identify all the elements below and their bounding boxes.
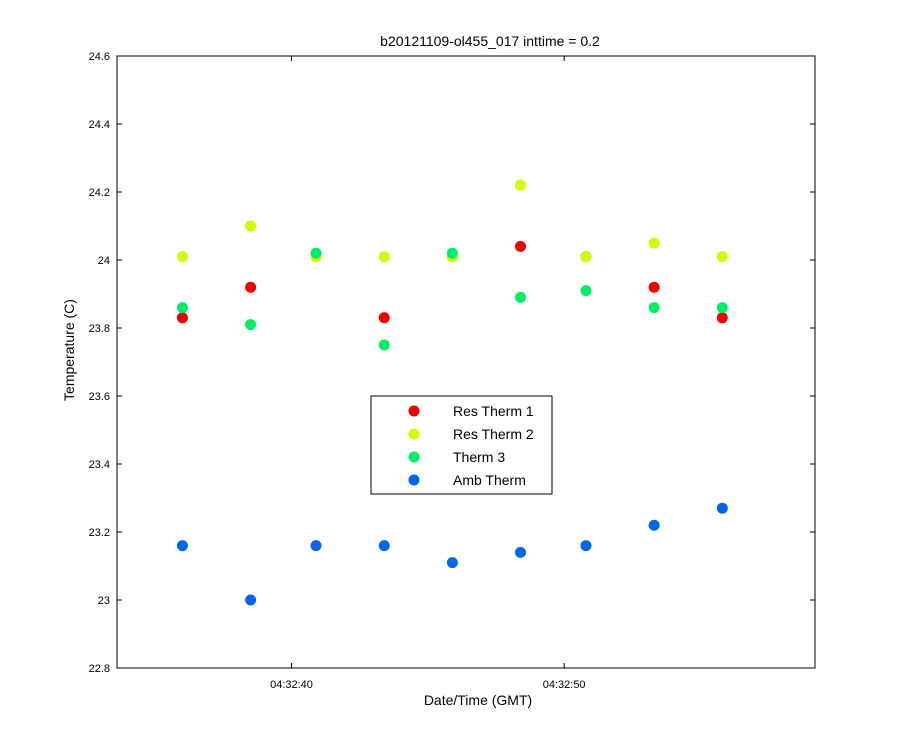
data-point: [378, 339, 390, 351]
data-point: [515, 291, 527, 303]
data-point: [310, 247, 322, 259]
data-point: [245, 281, 257, 293]
data-point: [716, 251, 728, 263]
y-tick-label: 24: [98, 255, 110, 267]
data-point: [446, 247, 458, 259]
data-points: [176, 179, 728, 606]
data-point: [580, 285, 592, 297]
legend-box: [370, 395, 553, 495]
y-axis-label: Temperature (C): [61, 299, 77, 401]
legend-marker: [408, 405, 420, 417]
data-point: [245, 319, 257, 331]
legend-label: Res Therm 1: [453, 403, 534, 419]
legend-label: Therm 3: [453, 449, 505, 465]
series-points: [176, 502, 728, 606]
data-point: [648, 237, 660, 249]
data-point: [176, 251, 188, 263]
y-tick-label: 24.6: [89, 51, 110, 63]
legend: Res Therm 1 Res Therm 2 Therm 3 Amb Therm: [370, 395, 553, 495]
data-point: [716, 302, 728, 314]
data-point: [716, 312, 728, 324]
y-tick-label: 24.2: [89, 187, 110, 199]
y-tick-label: 23: [98, 595, 110, 607]
y-tick-label: 24.4: [89, 119, 110, 131]
y-tick-label: 23.8: [89, 323, 110, 335]
data-point: [378, 540, 390, 552]
data-point: [378, 312, 390, 324]
data-point: [648, 281, 660, 293]
y-tick-label: 22.8: [89, 663, 110, 675]
data-point: [648, 519, 660, 531]
plot-area: [116, 55, 816, 669]
y-tick-label: 23.6: [89, 391, 110, 403]
x-tick-label: 04:32:40: [270, 679, 313, 691]
y-axis: 22.8 23 23.2 23.4 23.6 23.8 24 24.2 24.4 24.6: [89, 51, 815, 675]
data-point: [580, 540, 592, 552]
series-points: [176, 179, 728, 263]
data-point: [515, 546, 527, 558]
y-tick-label: 23.2: [89, 527, 110, 539]
legend-marker: [408, 474, 420, 486]
data-point: [515, 240, 527, 252]
series-points: [176, 247, 728, 351]
data-point: [245, 220, 257, 232]
chart-title: b20121109-ol455_017 inttime = 0.2: [380, 33, 600, 49]
data-point: [378, 251, 390, 263]
data-point: [310, 540, 322, 552]
data-point: [446, 557, 458, 569]
x-axis-label: Date/Time (GMT): [424, 692, 532, 708]
x-axis: 04:32:40 04:32:50: [270, 56, 586, 691]
legend-marker: [408, 428, 420, 440]
data-point: [176, 302, 188, 314]
legend-label: Amb Therm: [453, 472, 526, 488]
legend-label: Res Therm 2: [453, 426, 534, 442]
data-point: [245, 594, 257, 606]
x-tick-label: 04:32:50: [543, 679, 586, 691]
legend-marker: [408, 451, 420, 463]
data-point: [580, 251, 592, 263]
data-point: [716, 502, 728, 514]
data-point: [176, 312, 188, 324]
y-tick-label: 23.4: [89, 459, 110, 471]
data-point: [648, 302, 660, 314]
data-point: [176, 540, 188, 552]
data-point: [515, 179, 527, 191]
